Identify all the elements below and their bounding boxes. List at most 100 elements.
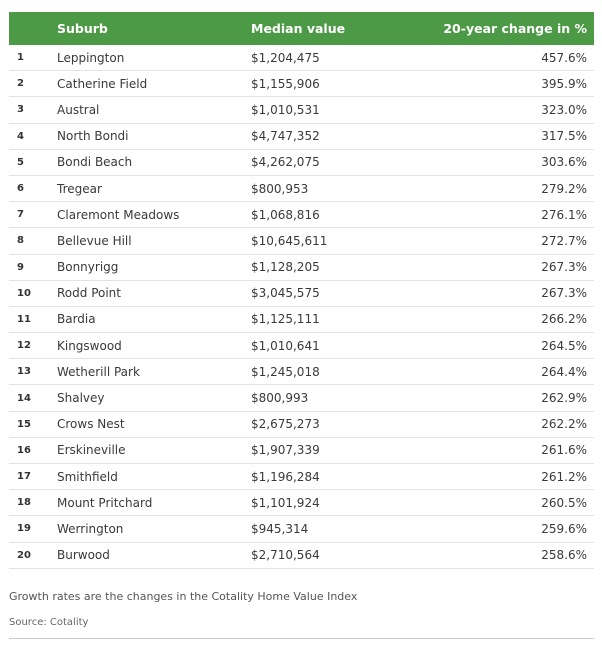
rank-cell: 10 <box>17 287 31 299</box>
suburb-cell: Kingswood <box>57 338 122 353</box>
median-value-cell: $1,010,641 <box>251 338 320 353</box>
rank-cell: 12 <box>17 340 31 352</box>
table-row: 20 Burwood $2,710,564 258.6% <box>9 543 594 569</box>
change-cell: 264.5% <box>541 338 587 353</box>
rank-cell: 17 <box>17 471 31 483</box>
suburb-cell: North Bondi <box>57 129 129 144</box>
median-value-cell: $1,128,205 <box>251 260 320 275</box>
rank-cell: 19 <box>17 523 31 535</box>
suburb-cell: Rodd Point <box>57 286 121 301</box>
change-cell: 272.7% <box>541 233 587 248</box>
table-row: 19 Werrington $945,314 259.6% <box>9 516 594 543</box>
change-cell: 261.6% <box>541 443 587 458</box>
table-row: 8 Bellevue Hill $10,645,611 272.7% <box>9 228 594 255</box>
rank-cell: 20 <box>17 549 31 561</box>
rank-cell: 16 <box>17 444 31 456</box>
table-row: 3 Austral $1,010,531 323.0% <box>9 97 594 124</box>
median-value-cell: $1,204,475 <box>251 50 320 65</box>
change-cell: 259.6% <box>541 521 587 536</box>
table-row: 12 Kingswood $1,010,641 264.5% <box>9 333 594 360</box>
change-cell: 262.2% <box>541 417 587 432</box>
table-header: Suburb Median value 20-year change in % <box>9 12 594 45</box>
suburb-cell: Bonnyrigg <box>57 260 119 275</box>
change-cell: 262.9% <box>541 391 587 406</box>
suburb-cell: Werrington <box>57 521 124 536</box>
median-value-cell: $4,262,075 <box>251 155 320 170</box>
rank-cell: 4 <box>17 130 24 142</box>
change-cell: 261.2% <box>541 469 587 484</box>
suburb-cell: Crows Nest <box>57 417 125 432</box>
median-value-cell: $800,993 <box>251 391 309 406</box>
change-cell: 323.0% <box>541 102 587 117</box>
suburb-cell: Catherine Field <box>57 76 148 91</box>
median-value-cell: $4,747,352 <box>251 129 320 144</box>
suburb-cell: Burwood <box>57 548 110 563</box>
suburb-cell: Bellevue Hill <box>57 233 132 248</box>
change-cell: 317.5% <box>541 129 587 144</box>
table-row: 18 Mount Pritchard $1,101,924 260.5% <box>9 490 594 517</box>
change-cell: 267.3% <box>541 286 587 301</box>
change-cell: 258.6% <box>541 548 587 563</box>
suburb-cell: Tregear <box>57 181 102 196</box>
suburb-cell: Claremont Meadows <box>57 207 180 222</box>
rank-cell: 5 <box>17 156 24 168</box>
suburb-cell: Leppington <box>57 50 125 65</box>
median-value-cell: $1,196,284 <box>251 469 320 484</box>
table-row: 16 Erskineville $1,907,339 261.6% <box>9 438 594 464</box>
header-suburb: Suburb <box>57 21 108 36</box>
source-note: Source: Cotality <box>9 617 89 628</box>
table-row: 4 North Bondi $4,747,352 317.5% <box>9 124 594 150</box>
change-cell: 264.4% <box>541 364 587 379</box>
rank-cell: 6 <box>17 183 24 195</box>
median-value-cell: $945,314 <box>251 521 309 536</box>
suburb-cell: Austral <box>57 102 100 117</box>
table-row: 10 Rodd Point $3,045,575 267.3% <box>9 281 594 307</box>
rank-cell: 13 <box>17 366 31 378</box>
rank-cell: 14 <box>17 392 31 404</box>
suburb-cell: Shalvey <box>57 391 105 406</box>
median-value-cell: $1,068,816 <box>251 207 320 222</box>
table-row: 2 Catherine Field $1,155,906 395.9% <box>9 71 594 98</box>
rank-cell: 11 <box>17 313 31 325</box>
change-cell: 276.1% <box>541 207 587 222</box>
median-value-cell: $1,010,531 <box>251 102 320 117</box>
table-row: 5 Bondi Beach $4,262,075 303.6% <box>9 150 594 176</box>
table-body: 1 Leppington $1,204,475 457.6% 2 Catherine Fi… <box>9 45 594 569</box>
suburb-cell: Bardia <box>57 312 96 327</box>
median-value-cell: $1,907,339 <box>251 443 320 458</box>
change-cell: 266.2% <box>541 312 587 327</box>
suburb-cell: Smithfield <box>57 469 118 484</box>
header-median-value: Median value <box>251 21 346 36</box>
median-value-cell: $1,125,111 <box>251 312 320 327</box>
table-row: 7 Claremont Meadows $1,068,816 276.1% <box>9 202 594 229</box>
footnote: Growth rates are the changes in the Cota… <box>9 590 358 603</box>
table-row: 1 Leppington $1,204,475 457.6% <box>9 45 594 72</box>
table-row: 14 Shalvey $800,993 262.9% <box>9 385 594 412</box>
median-value-cell: $2,710,564 <box>251 548 320 563</box>
header-change: 20-year change in % <box>443 21 587 36</box>
change-cell: 260.5% <box>541 495 587 510</box>
suburb-cell: Wetherill Park <box>57 364 140 379</box>
median-value-cell: $3,045,575 <box>251 286 320 301</box>
suburb-cell: Bondi Beach <box>57 155 133 170</box>
table-row: 6 Tregear $800,953 279.2% <box>9 176 594 203</box>
suburb-cell: Erskineville <box>57 443 126 458</box>
median-value-cell: $10,645,611 <box>251 233 328 248</box>
table-row: 17 Smithfield $1,196,284 261.2% <box>9 464 594 491</box>
change-cell: 267.3% <box>541 260 587 275</box>
table-row: 15 Crows Nest $2,675,273 262.2% <box>9 412 594 438</box>
rank-cell: 9 <box>17 261 24 273</box>
change-cell: 303.6% <box>541 155 587 170</box>
rank-cell: 15 <box>17 418 31 430</box>
median-value-cell: $1,101,924 <box>251 495 320 510</box>
table-row: 11 Bardia $1,125,111 266.2% <box>9 307 594 334</box>
table-row: 13 Wetherill Park $1,245,018 264.4% <box>9 359 594 386</box>
change-cell: 457.6% <box>541 50 587 65</box>
bottom-divider <box>9 638 594 639</box>
rank-cell: 2 <box>17 78 24 90</box>
suburb-cell: Mount Pritchard <box>57 495 153 510</box>
rank-cell: 18 <box>17 497 31 509</box>
suburb-growth-table: Suburb Median value 20-year change in % … <box>9 12 594 569</box>
rank-cell: 3 <box>17 104 24 116</box>
